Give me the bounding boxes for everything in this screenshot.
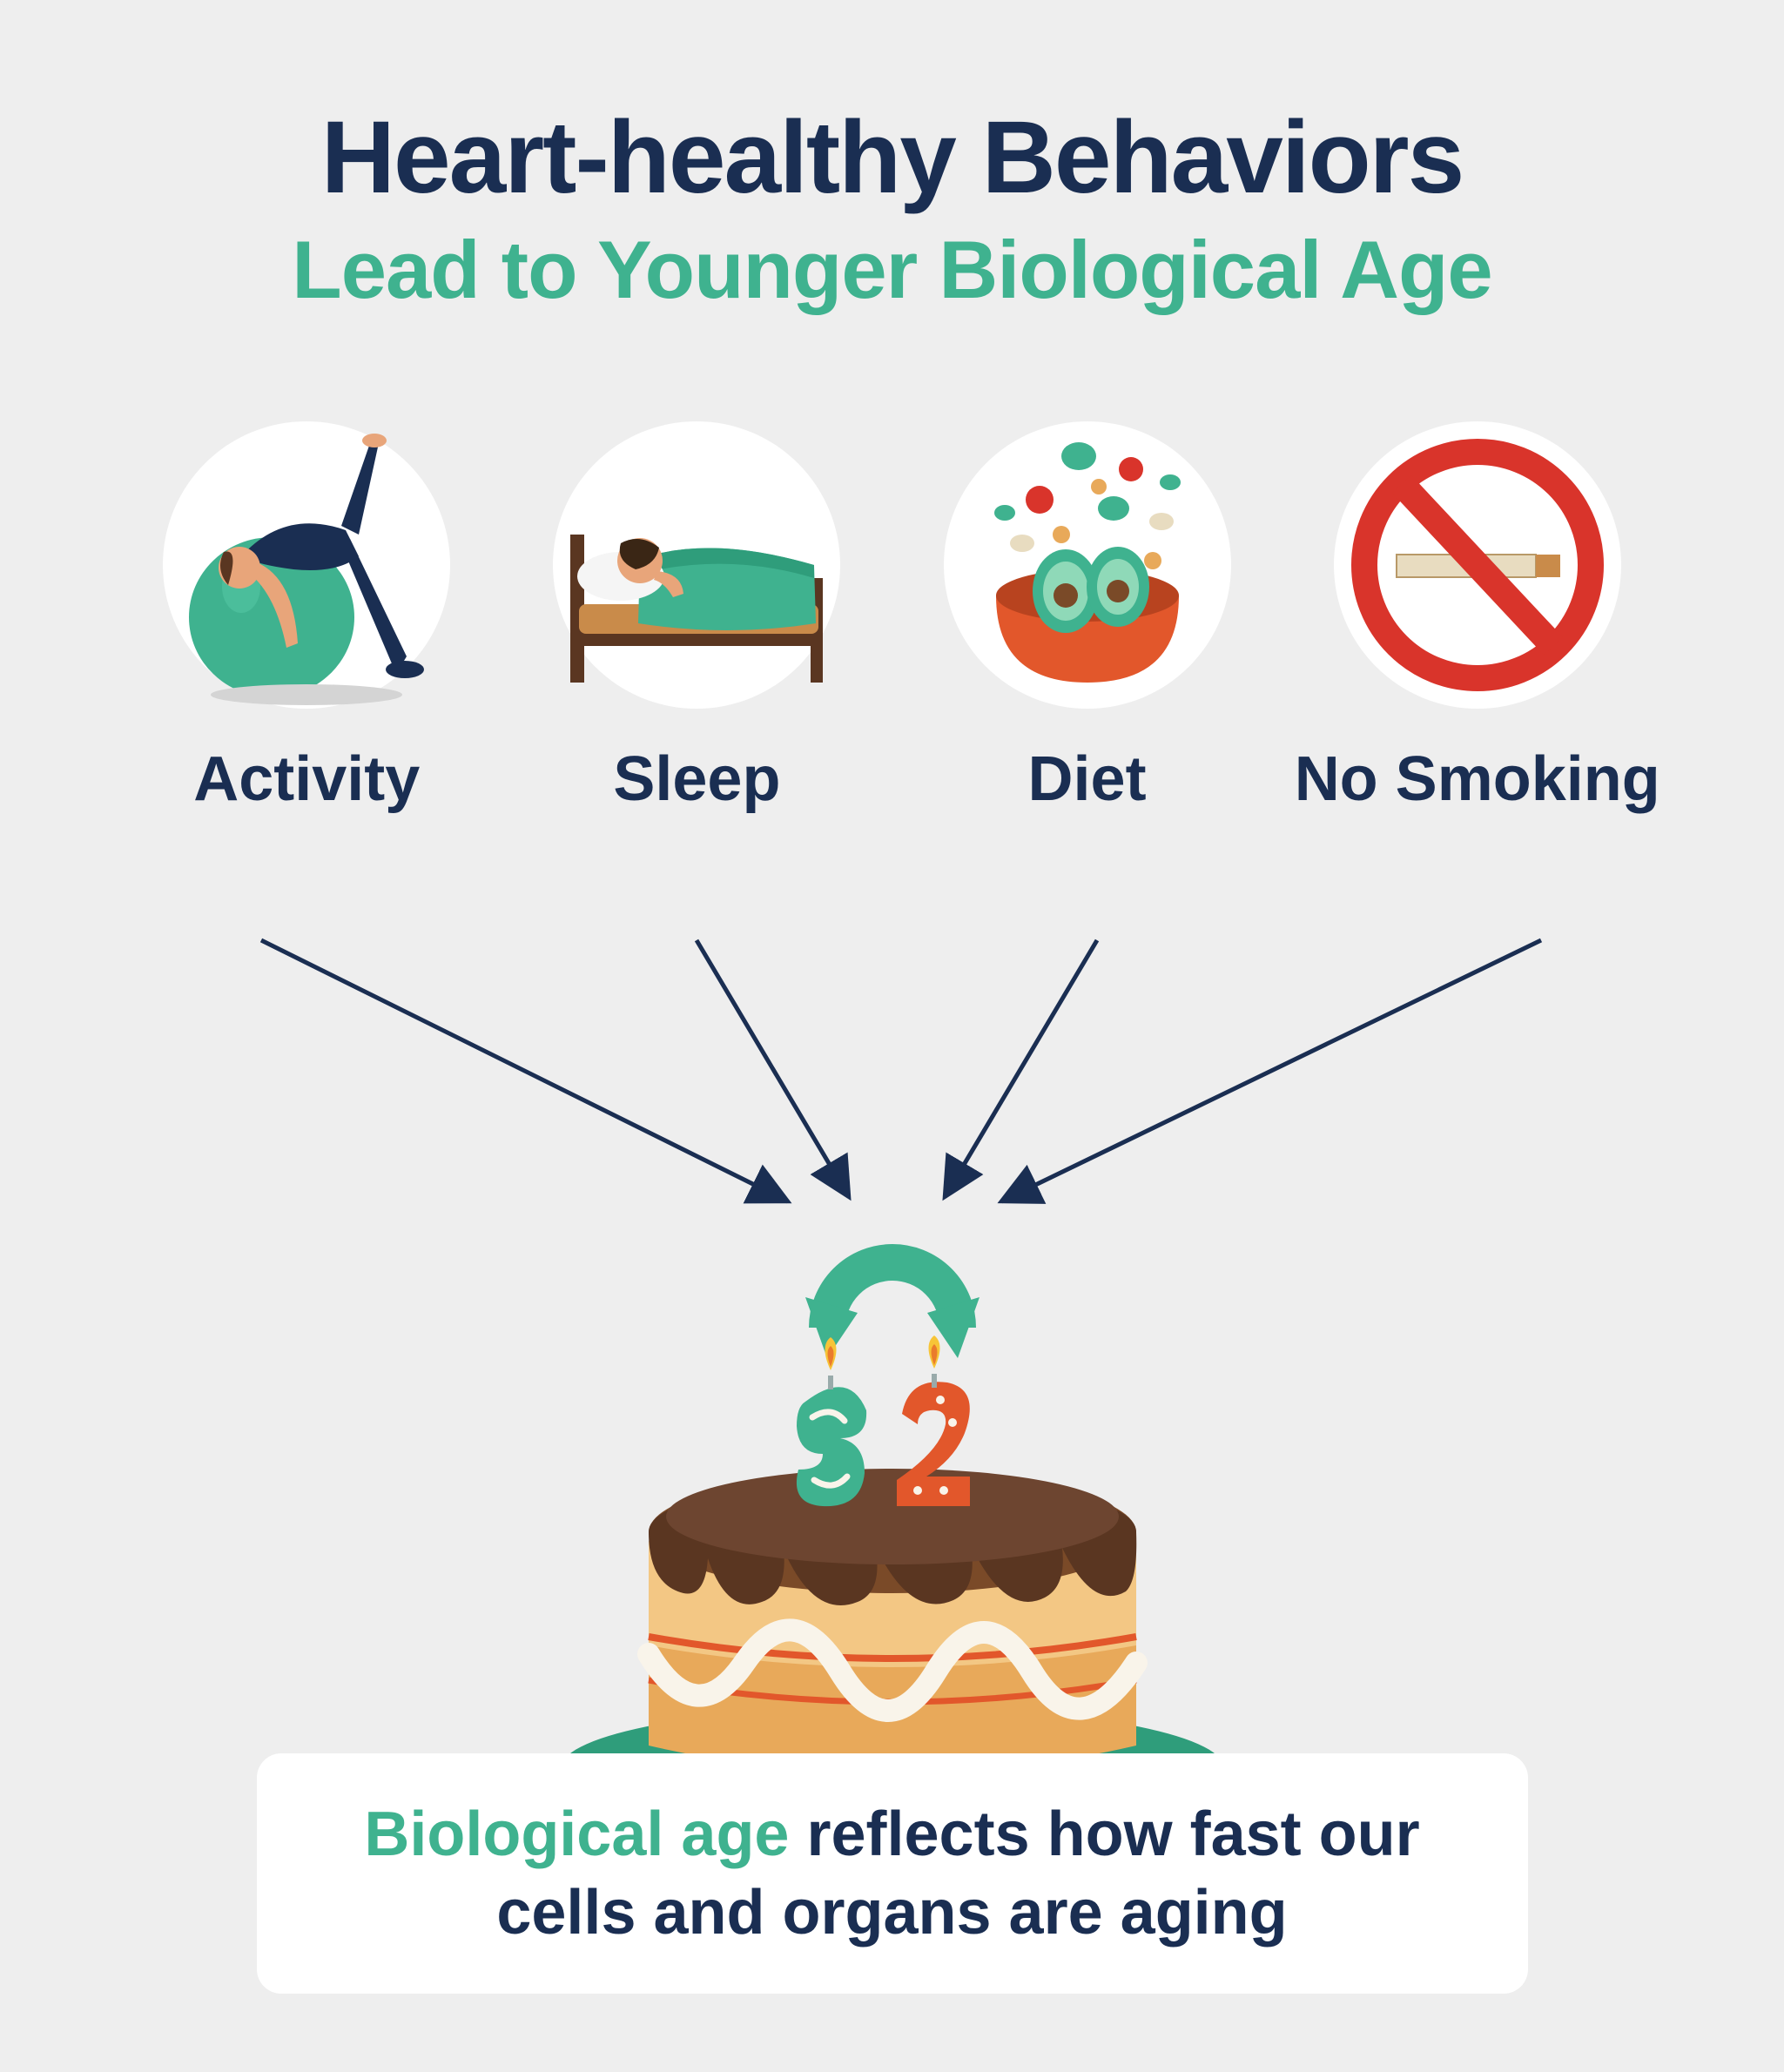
- behavior-diet: Diet: [902, 421, 1272, 815]
- title-line-2: Lead to Younger Biological Age: [292, 223, 1491, 317]
- no-smoking-icon: [1334, 421, 1621, 709]
- activity-icon: [163, 421, 450, 709]
- no-smoking-label: No Smoking: [1295, 743, 1660, 815]
- diet-icon: [944, 421, 1231, 709]
- sleep-icon: [553, 421, 840, 709]
- behavior-activity: Activity: [122, 421, 492, 815]
- behaviors-row: Activity: [87, 421, 1697, 815]
- cake-illustration: [535, 1271, 1249, 1837]
- caption-text: Biological age reflects how fast our cel…: [327, 1795, 1458, 1952]
- activity-label: Activity: [193, 743, 420, 815]
- diet-label: Diet: [1028, 743, 1147, 815]
- sleep-label: Sleep: [613, 743, 780, 815]
- caption-box: Biological age reflects how fast our cel…: [257, 1753, 1528, 1994]
- behavior-no-smoking: No Smoking: [1292, 421, 1662, 815]
- title-line-1: Heart-healthy Behaviors: [321, 104, 1463, 212]
- behavior-sleep: Sleep: [512, 421, 882, 815]
- infographic-root: Heart-healthy Behaviors Lead to Younger …: [0, 0, 1784, 2072]
- caption-highlight: Biological age: [364, 1800, 789, 1869]
